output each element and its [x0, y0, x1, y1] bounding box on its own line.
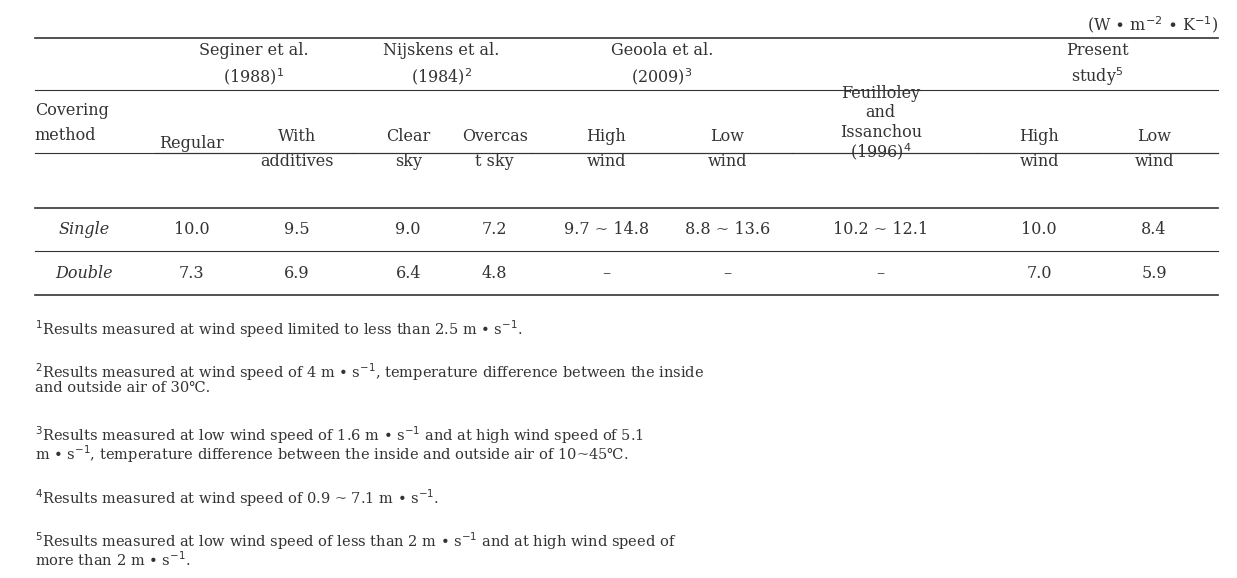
Text: Issanchou: Issanchou — [840, 124, 922, 141]
Text: 8.4: 8.4 — [1142, 221, 1166, 238]
Text: Geoola et al.: Geoola et al. — [611, 42, 713, 60]
Text: study$^5$: study$^5$ — [1071, 65, 1123, 88]
Text: (1988)$^1$: (1988)$^1$ — [223, 66, 285, 87]
Text: wind: wind — [708, 153, 747, 170]
Text: 9.0: 9.0 — [396, 221, 421, 238]
Text: Seginer et al.: Seginer et al. — [199, 42, 308, 60]
Text: sky: sky — [395, 153, 422, 170]
Text: 9.5: 9.5 — [285, 221, 309, 238]
Text: $^3$Results measured at low wind speed of 1.6 m • s$^{-1}$ and at high wind spee: $^3$Results measured at low wind speed o… — [35, 424, 643, 446]
Text: Feuilloley: Feuilloley — [841, 86, 920, 102]
Text: and outside air of 30℃.: and outside air of 30℃. — [35, 381, 210, 395]
Text: wind: wind — [1134, 153, 1174, 170]
Text: 6.4: 6.4 — [396, 265, 421, 281]
Text: Present: Present — [1066, 42, 1128, 60]
Text: additives: additives — [260, 153, 334, 170]
Text: $^5$Results measured at low wind speed of less than 2 m • s$^{-1}$ and at high w: $^5$Results measured at low wind speed o… — [35, 531, 675, 552]
Text: –: – — [724, 265, 731, 281]
Text: (1996)$^4$: (1996)$^4$ — [850, 141, 912, 162]
Text: Low: Low — [1137, 128, 1171, 144]
Text: 7.3: 7.3 — [179, 265, 204, 281]
Text: (1984)$^2$: (1984)$^2$ — [411, 66, 473, 87]
Text: Clear: Clear — [386, 128, 430, 144]
Text: $^2$Results measured at wind speed of 4 m • s$^{-1}$, temperature difference bet: $^2$Results measured at wind speed of 4 … — [35, 361, 704, 383]
Text: 9.7 ~ 14.8: 9.7 ~ 14.8 — [564, 221, 648, 238]
Text: and: and — [866, 105, 896, 121]
Text: 7.0: 7.0 — [1027, 265, 1051, 281]
Text: Double: Double — [56, 265, 113, 281]
Text: High: High — [1019, 128, 1059, 144]
Text: $^1$Results measured at wind speed limited to less than 2.5 m • s$^{-1}$.: $^1$Results measured at wind speed limit… — [35, 318, 522, 340]
Text: 10.0: 10.0 — [1022, 221, 1056, 238]
Text: $^4$Results measured at wind speed of 0.9 ~ 7.1 m • s$^{-1}$.: $^4$Results measured at wind speed of 0.… — [35, 487, 439, 509]
Text: Single: Single — [58, 221, 110, 238]
Text: wind: wind — [586, 153, 626, 170]
Text: With: With — [278, 128, 315, 144]
Text: more than 2 m • s$^{-1}$.: more than 2 m • s$^{-1}$. — [35, 550, 190, 569]
Text: t sky: t sky — [475, 153, 515, 170]
Text: 10.2 ~ 12.1: 10.2 ~ 12.1 — [834, 221, 928, 238]
Text: –: – — [602, 265, 610, 281]
Text: method: method — [35, 127, 96, 144]
Text: Low: Low — [710, 128, 745, 144]
Text: Regular: Regular — [160, 135, 224, 151]
Text: wind: wind — [1019, 153, 1059, 170]
Text: (W $\bullet$ m$^{-2}$ $\bullet$ K$^{-1}$): (W $\bullet$ m$^{-2}$ $\bullet$ K$^{-1}$… — [1087, 14, 1218, 35]
Text: Covering: Covering — [35, 102, 109, 118]
Text: High: High — [586, 128, 626, 144]
Text: (2009)$^3$: (2009)$^3$ — [631, 66, 693, 87]
Text: 7.2: 7.2 — [482, 221, 507, 238]
Text: 4.8: 4.8 — [482, 265, 507, 281]
Text: m • s$^{-1}$, temperature difference between the inside and outside air of 10~45: m • s$^{-1}$, temperature difference bet… — [35, 444, 628, 465]
Text: Overcas: Overcas — [461, 128, 528, 144]
Text: Nijskens et al.: Nijskens et al. — [383, 42, 500, 60]
Text: –: – — [877, 265, 884, 281]
Text: 5.9: 5.9 — [1142, 265, 1166, 281]
Text: 6.9: 6.9 — [285, 265, 309, 281]
Text: 8.8 ~ 13.6: 8.8 ~ 13.6 — [685, 221, 769, 238]
Text: 10.0: 10.0 — [174, 221, 209, 238]
